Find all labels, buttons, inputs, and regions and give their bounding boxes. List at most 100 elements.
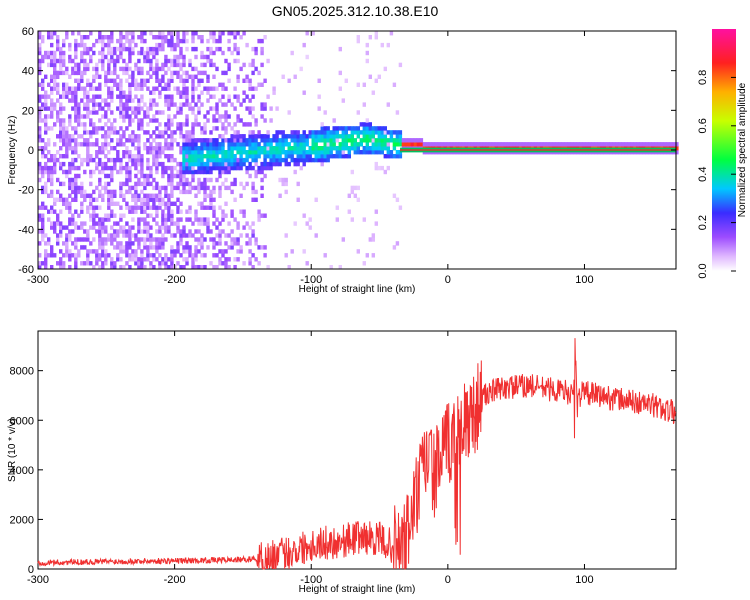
spectrogram-cell [278,142,282,147]
spectrogram-cell [155,50,159,56]
spectrogram-cell [149,193,153,198]
spectrogram-cell [227,38,231,44]
spectrogram-cell [122,58,126,64]
spectrogram-cell [230,161,234,167]
spectrogram-cell [131,209,135,214]
spectrogram-cell [104,253,108,258]
spectrogram-cell [287,265,291,270]
spectrogram-cell [344,78,348,83]
spectrogram-cell [158,185,162,191]
spectrogram-cell [248,78,252,83]
spectrogram-cell [182,161,186,167]
spectrogram-cell [263,134,267,139]
spectrogram-cell [239,138,243,143]
spectrogram-cell [305,261,309,266]
spectrogram-cell [672,142,676,147]
spectrogram-cell [176,181,180,187]
spectrogram-cell [92,106,96,111]
spectrogram-cell [101,161,105,167]
spectrogram-cell [44,114,48,119]
spectrogram-cell [182,78,186,83]
spectrogram-cell [101,217,105,222]
spectrogram-cell [44,74,48,79]
spectrogram-cell [236,221,240,226]
spectrogram-cell [248,62,252,68]
spectrogram-cell [257,165,261,171]
spectrogram-cell [251,70,255,76]
spectrogram-cell [170,265,174,270]
spectrogram-cell [263,161,267,167]
colorbar-ticks: 0.00.20.40.60.8 [697,70,736,279]
spectrogram-cell [155,78,159,83]
spectrogram-cell [386,146,390,151]
spectrogram-cell [128,138,132,143]
spectrogram-cell [227,146,231,151]
spectrogram-cell [323,138,327,143]
spectrogram-cell [164,35,168,40]
spectrogram-cell [224,154,228,159]
spectrogram-cell [311,150,315,155]
spectrogram-cell [107,253,111,258]
spectrogram-cell [353,138,357,143]
spectrogram-cell [275,150,279,155]
spectrogram-cell [215,46,219,52]
spectrogram-cell [245,74,249,79]
spectrogram-cell [389,31,394,36]
spectrogram-cell [143,201,147,206]
spectrogram-cell [83,122,87,127]
spectrogram-cell [65,82,69,87]
spectrogram-cell [293,74,297,79]
spectrogram-cell [62,265,66,270]
spectrogram-cell [89,201,93,206]
spectrogram-cell [68,229,72,234]
spectrogram-cell [383,138,387,143]
spectrogram-cell [125,169,129,175]
spectrogram-cell [194,229,198,234]
spectrogram-cell [125,70,129,76]
spectrogram-cell [110,157,114,163]
colorbar-label: Normalized spectral amplitude [737,82,748,217]
spectrogram-cell [149,205,153,210]
spectrogram-cell [164,229,168,234]
spectrogram-cell [185,122,189,127]
spectrogram-cell [134,146,138,151]
spectrogram-cell [224,150,228,155]
spectrogram-cell [56,98,60,103]
spectrogram-cell [188,157,192,163]
spectrogram-cell [218,185,222,191]
spectrogram-cell [86,229,90,234]
spectrogram-cell [143,237,147,242]
spectrogram-cell [194,249,198,254]
spectrogram-cell [59,130,63,135]
spectrogram-cell [197,110,201,115]
spectrogram-cell [89,82,93,87]
spectrogram-cell [182,58,186,64]
spectrogram-cell [83,94,87,99]
spectrogram-cell [353,142,357,147]
spectrogram-cell [149,134,153,139]
spectrogram-cell [44,50,48,56]
spectrogram-cell [218,150,222,155]
spectrogram-cell [164,146,168,151]
spectrogram-cell [74,126,78,131]
spectrogram-cell [263,106,267,111]
spectrogram-cell [182,257,186,262]
spectrogram-cell [86,249,90,254]
spectrogram-cell [290,157,294,163]
spectrogram-cell [344,138,348,143]
spectrogram-cell [161,42,165,48]
spectrogram-cell [113,78,117,83]
spectrogram-cell [110,78,114,83]
spectrogram-cell [155,237,159,242]
spectrogram-cell [119,193,123,198]
spectrogram-cell [152,54,156,60]
spectrogram-cell [77,31,81,36]
spectrogram-cell [44,118,48,123]
spectrogram-cell [140,197,144,202]
spectrogram-cell [47,217,51,222]
spectrogram-cell [128,229,132,234]
spectrogram-cell [200,265,204,270]
spectrogram-cell [119,110,123,115]
spectrogram-cell [65,154,69,159]
spectrogram-cell [44,142,48,147]
